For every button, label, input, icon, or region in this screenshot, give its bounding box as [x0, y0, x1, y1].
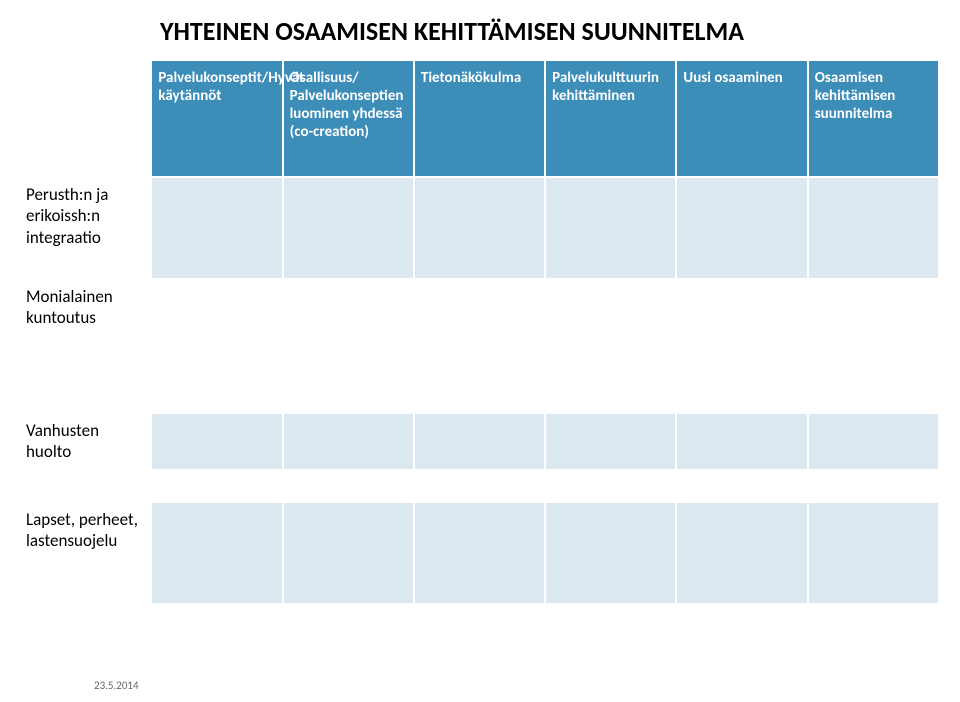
cell	[809, 280, 938, 380]
row-label-1: Perusth:n ja erikoissh:n integraatio	[22, 178, 150, 278]
header-row: Palvelukonseptit/Hyvät käytännöt Osallis…	[22, 61, 938, 176]
cell	[415, 178, 544, 278]
cell	[809, 414, 938, 469]
cell	[284, 280, 413, 380]
cell	[152, 280, 281, 380]
cell	[677, 178, 806, 278]
cell	[415, 414, 544, 469]
cell	[415, 280, 544, 380]
cell	[152, 178, 281, 278]
footer-date: 23.5.2014	[94, 679, 139, 692]
header-col-5: Uusi osaaminen	[677, 61, 806, 176]
header-col-4: Palvelukulttuurin kehittäminen	[546, 61, 675, 176]
cell	[284, 503, 413, 603]
cell	[546, 503, 675, 603]
cell	[809, 178, 938, 278]
gap-row	[22, 471, 938, 501]
page-title: YHTEINEN OSAAMISEN KEHITTÄMISEN SUUNNITE…	[160, 15, 940, 47]
cell	[284, 414, 413, 469]
row-label-3: Vanhusten huolto	[22, 414, 150, 469]
cell	[284, 178, 413, 278]
table-row: Monialainen kuntoutus	[22, 280, 938, 380]
header-col-1: Palvelukonseptit/Hyvät käytännöt	[152, 61, 281, 176]
row-label-2: Monialainen kuntoutus	[22, 280, 150, 380]
cell	[546, 414, 675, 469]
header-blank	[22, 61, 150, 176]
row-label-4: Lapset, perheet, lastensuojelu	[22, 503, 150, 603]
header-col-2: Osallisuus/ Palvelukonseptien luominen y…	[284, 61, 413, 176]
cell	[677, 414, 806, 469]
matrix-table: Palvelukonseptit/Hyvät käytännöt Osallis…	[20, 59, 940, 605]
table-row: Perusth:n ja erikoissh:n integraatio	[22, 178, 938, 278]
cell	[546, 178, 675, 278]
cell	[809, 503, 938, 603]
gap-row	[22, 382, 938, 412]
header-col-3: Tietonäkökulma	[415, 61, 544, 176]
cell	[677, 280, 806, 380]
header-col-6: Osaamisen kehittämisen suunnitelma	[809, 61, 938, 176]
cell	[415, 503, 544, 603]
cell	[152, 414, 281, 469]
cell	[546, 280, 675, 380]
cell	[152, 503, 281, 603]
table-row: Lapset, perheet, lastensuojelu	[22, 503, 938, 603]
cell	[677, 503, 806, 603]
table-row: Vanhusten huolto	[22, 414, 938, 469]
